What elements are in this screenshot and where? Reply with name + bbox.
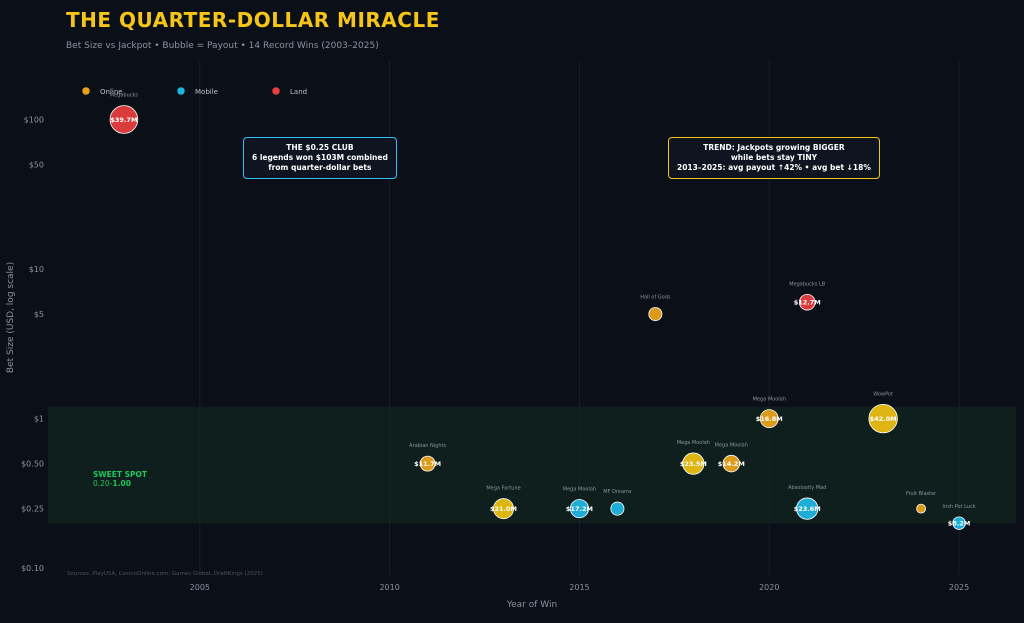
point-value-label: $39.7M: [110, 116, 137, 124]
data-point: [798, 293, 816, 311]
point-name-label: Fruit Blaster: [906, 491, 937, 497]
data-points: Megabucks $39.7M Arabian Nights $11.7M Mega …: [109, 93, 976, 530]
y-tick-label: $1: [34, 415, 44, 424]
source-note: Sources: PlayUSA, CasinoOnline.com, Game…: [67, 571, 263, 577]
legend-label: Online: [100, 88, 123, 96]
data-point: [648, 307, 663, 322]
y-tick-label: $0.25: [21, 505, 44, 514]
x-tick-label: 2010: [379, 583, 399, 592]
point-name-label: Absolootly Mad: [788, 485, 826, 491]
y-tick-label: $5: [34, 310, 44, 319]
point-name-label: Hall of Gods: [640, 294, 671, 300]
legend: Online Mobile Land: [81, 86, 307, 96]
legend-marker: [271, 86, 281, 96]
sweet-spot-range: 0.20-1.00: [93, 479, 131, 488]
point-value-label: $21.0M: [490, 505, 517, 513]
x-tick-label: 2020: [759, 583, 779, 592]
point-value-label: $11.7M: [414, 460, 441, 468]
y-tick-label: $0.10: [21, 564, 44, 573]
x-axis-ticks: 2005 2010 2015 2020 2025: [190, 583, 970, 592]
data-point: [569, 499, 589, 519]
y-tick-label: $10: [29, 265, 44, 274]
point-name-label: WowPot: [873, 391, 893, 397]
point-value-label: $14.2M: [718, 460, 745, 468]
y-axis-label: Bet Size (USD, log scale): [6, 262, 16, 373]
point-value-label: $23.5M: [680, 460, 707, 468]
point-name-label: Mega Moolah: [563, 487, 596, 493]
x-axis-label: Year of Win: [506, 600, 557, 610]
point-name-label: MF Dreams: [603, 489, 632, 495]
point-name-label: Mega Fortune: [486, 486, 520, 492]
data-point: [952, 516, 966, 530]
data-point: [493, 498, 515, 520]
y-tick-label: $50: [29, 161, 44, 170]
x-tick-label: 2005: [190, 583, 210, 592]
trend-line: TREND: Jackpots growing BIGGER: [703, 143, 845, 152]
point-value-label: $8.2M: [948, 519, 971, 527]
point-value-label: $12.7M: [794, 299, 821, 307]
club-line: 6 legends won $103M combined: [252, 153, 388, 162]
legend-label: Mobile: [195, 88, 218, 96]
data-point: [796, 497, 819, 520]
point-name-label: Mega Moolah: [715, 442, 748, 448]
quarter-club-annotation: THE $0.25 CLUB 6 legends won $103M combi…: [243, 137, 397, 179]
data-point: [682, 452, 705, 475]
chart-subtitle: Bet Size vs Jackpot • Bubble = Payout • …: [66, 41, 379, 51]
point-value-label: $17.2M: [566, 505, 593, 513]
sweet-spot-band: [48, 406, 1016, 524]
data-point: [109, 105, 139, 134]
club-line: THE $0.25 CLUB: [286, 143, 354, 152]
point-name-label: Mega Moolah: [753, 397, 786, 403]
sweet-spot-label: SWEET SPOT 0.20-1.00: [93, 470, 147, 488]
data-point: [419, 455, 436, 472]
data-point: [722, 454, 740, 473]
data-point: [610, 501, 625, 516]
data-point: [916, 503, 926, 514]
gridlines: [199, 60, 960, 575]
point-name-label: Mega Moolah: [677, 440, 710, 446]
trend-annotation: TREND: Jackpots growing BIGGER while bet…: [668, 137, 880, 179]
point-name-label: Irish Pot Luck: [942, 504, 975, 510]
data-point: [868, 403, 898, 434]
legend-label: Land: [290, 88, 307, 96]
sweet-spot-title: SWEET SPOT: [93, 470, 148, 479]
data-point: [759, 409, 779, 429]
y-axis-ticks: $0.10 $0.25 $0.50 $1 $5 $10 $50 $100: [21, 116, 44, 574]
point-value-label: $23.6M: [794, 505, 821, 513]
legend-marker: [81, 86, 91, 96]
x-tick-label: 2025: [949, 583, 969, 592]
point-value-label: $42.0M: [870, 415, 897, 423]
y-tick-label: $100: [24, 116, 44, 125]
point-name-label: Megabucks: [110, 93, 139, 99]
legend-marker: [176, 86, 186, 96]
trend-line: 2013–2025: avg payout ↑42% • avg bet ↓18…: [677, 163, 871, 172]
point-name-label: Arabian Nights: [409, 443, 446, 449]
chart-title: THE QUARTER-DOLLAR MIRACLE: [66, 8, 440, 32]
point-name-label: Megabucks LB: [789, 281, 826, 287]
trend-line: while bets stay TINY: [730, 153, 818, 162]
club-line: from quarter-dollar bets: [268, 163, 372, 172]
x-tick-label: 2015: [569, 583, 589, 592]
y-tick-label: $0.50: [21, 460, 44, 469]
point-value-label: $16.8M: [756, 415, 783, 423]
